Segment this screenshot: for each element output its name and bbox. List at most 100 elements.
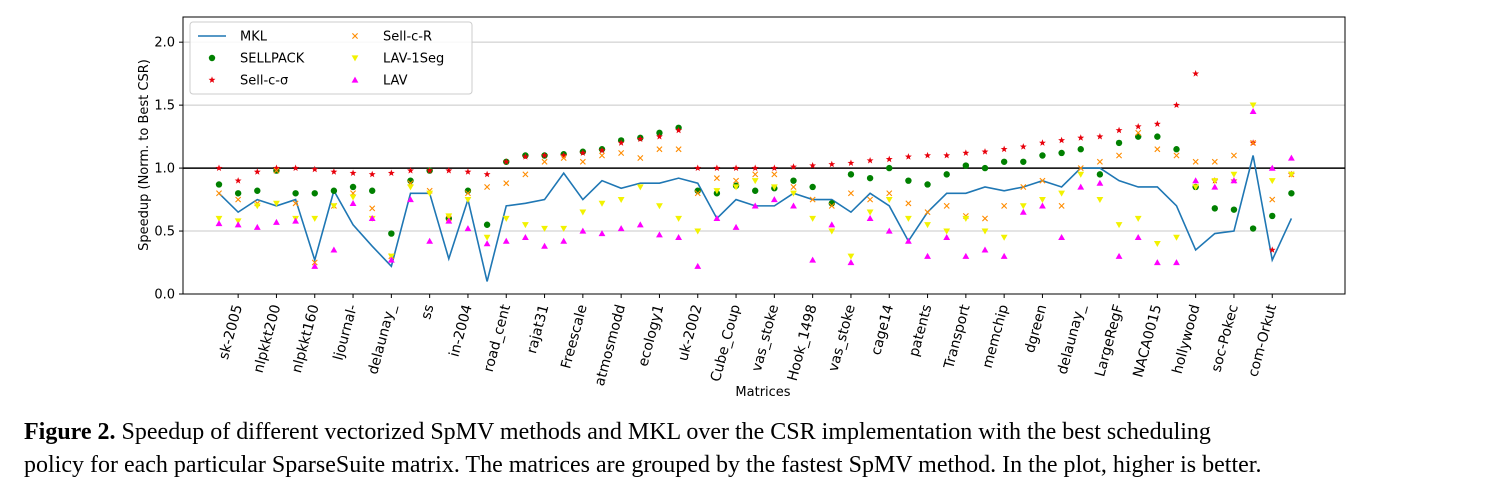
x-tick-label: Transport	[941, 302, 974, 371]
point	[866, 174, 874, 182]
point	[1269, 212, 1276, 220]
point	[1192, 184, 1200, 191]
point	[1134, 215, 1142, 222]
point	[253, 203, 261, 210]
point	[751, 164, 759, 171]
point	[541, 242, 548, 249]
y-tick-label: 2.0	[154, 36, 175, 51]
caption-label: Figure 2.	[24, 419, 116, 445]
point	[368, 215, 376, 222]
legend: MKL SELLPACK Sell-c-σ Sell-c-R LAV-1Seg LAV	[189, 21, 473, 95]
point	[349, 199, 357, 206]
point	[273, 200, 280, 207]
point	[273, 218, 280, 225]
point	[675, 233, 682, 240]
point	[1153, 120, 1161, 127]
point	[828, 160, 836, 168]
point	[560, 155, 567, 162]
point	[1019, 203, 1027, 210]
point	[867, 196, 874, 203]
point	[1269, 196, 1276, 203]
point	[311, 190, 318, 197]
point	[675, 215, 682, 222]
point	[484, 183, 491, 190]
x-tick-label: in-2004	[447, 303, 476, 359]
point	[311, 215, 319, 222]
point	[943, 202, 950, 209]
point	[656, 133, 663, 140]
y-tick-label: 1.5	[154, 99, 175, 114]
point	[790, 163, 797, 170]
point	[502, 237, 510, 244]
point	[464, 196, 472, 203]
point	[1211, 205, 1219, 212]
point	[866, 215, 874, 222]
point	[1116, 152, 1123, 159]
point	[713, 164, 721, 171]
point	[847, 171, 855, 178]
point	[253, 168, 261, 175]
x-tick-label: Cube_Coup	[708, 303, 744, 384]
legend-label: LAV	[383, 74, 408, 89]
point	[1077, 171, 1085, 178]
point	[1268, 178, 1276, 185]
point	[1000, 158, 1008, 165]
point	[292, 200, 299, 207]
point	[713, 175, 720, 182]
legend-label: MKL	[240, 30, 268, 45]
chart: Speedup (Norm. to Best CSR) Matrices 0.0…	[137, 16, 1346, 400]
point	[215, 215, 223, 222]
x-tick-label: ss	[418, 303, 437, 321]
point	[886, 164, 893, 172]
point	[445, 167, 453, 174]
point	[790, 202, 797, 209]
y-tick-label: 1.0	[154, 162, 175, 177]
point	[962, 252, 970, 259]
point	[828, 221, 836, 228]
point	[387, 169, 395, 177]
point	[1000, 252, 1008, 259]
point	[1019, 208, 1027, 215]
point	[636, 184, 644, 191]
point	[828, 228, 836, 235]
point	[885, 227, 893, 234]
point	[885, 155, 893, 163]
point	[1077, 146, 1084, 153]
point	[1096, 171, 1104, 178]
point	[369, 205, 376, 212]
point	[483, 240, 491, 247]
point	[694, 164, 702, 171]
point	[1173, 259, 1180, 266]
point	[1250, 139, 1257, 146]
point	[541, 225, 548, 232]
point	[981, 228, 989, 235]
point	[541, 158, 548, 165]
point	[790, 190, 797, 197]
point	[694, 190, 701, 197]
point	[330, 246, 338, 253]
point	[521, 153, 529, 160]
point	[905, 215, 912, 222]
x-tick-label: cage14	[868, 303, 897, 357]
point	[1211, 158, 1218, 165]
point	[732, 164, 740, 171]
x-tick-label: delaunay_	[365, 302, 399, 376]
point	[1000, 234, 1008, 241]
caption-line: policy for each particular SparseSuite m…	[24, 452, 1262, 478]
point	[1173, 101, 1180, 109]
point	[924, 209, 931, 216]
point	[885, 196, 893, 203]
point	[1077, 165, 1084, 172]
point	[598, 200, 606, 207]
point	[790, 177, 797, 184]
point	[1020, 158, 1027, 165]
point	[982, 215, 988, 222]
point	[522, 171, 529, 178]
x-tick-label: road_cent	[481, 302, 514, 373]
point	[368, 170, 376, 178]
point	[886, 190, 893, 197]
caption-line: Speedup of different vectorized SpMV met…	[121, 419, 1211, 445]
point	[464, 168, 472, 175]
legend-label: Sell-c-σ	[240, 74, 288, 89]
